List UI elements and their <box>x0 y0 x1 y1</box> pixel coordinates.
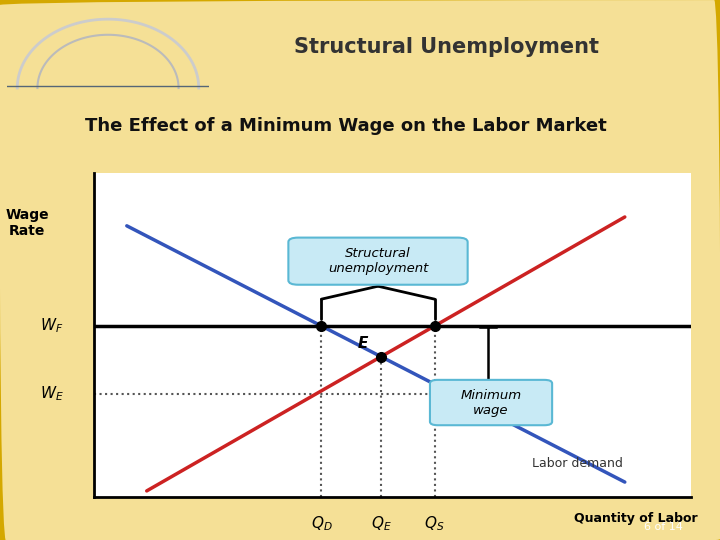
Text: E: E <box>358 336 368 351</box>
Text: $Q_S$: $Q_S$ <box>424 515 445 533</box>
Text: Structural Unemployment: Structural Unemployment <box>294 37 599 57</box>
Text: $Q_D$: $Q_D$ <box>310 515 332 533</box>
Text: Labor demand: Labor demand <box>532 457 623 470</box>
Text: The Effect of a Minimum Wage on the Labor Market: The Effect of a Minimum Wage on the Labo… <box>85 117 607 136</box>
FancyBboxPatch shape <box>430 380 552 425</box>
Text: $W_F$: $W_F$ <box>40 316 64 335</box>
Text: Minimum
wage: Minimum wage <box>461 389 521 416</box>
Text: Wage
Rate: Wage Rate <box>5 208 49 238</box>
Text: Quantity of Labor: Quantity of Labor <box>575 511 698 524</box>
FancyBboxPatch shape <box>289 238 468 285</box>
Text: Structural
unemployment: Structural unemployment <box>328 247 428 275</box>
Text: $W_E$: $W_E$ <box>40 384 64 403</box>
Text: 6 of 14: 6 of 14 <box>644 522 683 532</box>
Text: $Q_E$: $Q_E$ <box>371 515 392 533</box>
